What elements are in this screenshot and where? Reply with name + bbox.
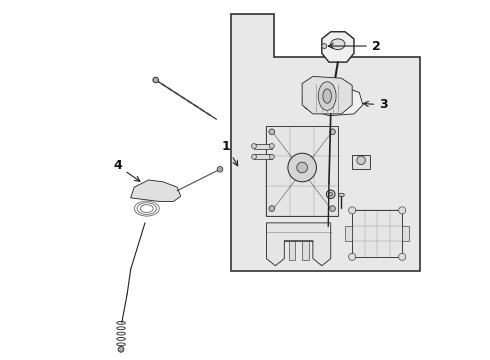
Polygon shape (302, 76, 352, 114)
Ellipse shape (270, 154, 274, 159)
Ellipse shape (318, 82, 336, 111)
Ellipse shape (323, 89, 331, 103)
Bar (402, 226, 409, 241)
Ellipse shape (326, 190, 335, 199)
Text: 4: 4 (113, 159, 140, 181)
Bar (254, 144, 272, 149)
Ellipse shape (398, 253, 406, 260)
Bar (302, 241, 309, 260)
Ellipse shape (330, 129, 335, 135)
Ellipse shape (357, 156, 366, 165)
Ellipse shape (288, 153, 317, 182)
Text: 3: 3 (363, 99, 388, 112)
Polygon shape (231, 14, 420, 271)
Ellipse shape (331, 39, 345, 50)
Polygon shape (322, 32, 354, 62)
Ellipse shape (269, 206, 275, 211)
Bar (254, 154, 272, 159)
Ellipse shape (270, 144, 274, 149)
Ellipse shape (348, 253, 356, 260)
Ellipse shape (153, 77, 159, 83)
Ellipse shape (329, 193, 333, 196)
Ellipse shape (251, 154, 256, 159)
Ellipse shape (118, 346, 124, 352)
Text: 2: 2 (328, 40, 381, 53)
Ellipse shape (297, 162, 308, 173)
Bar (267, 126, 338, 216)
Ellipse shape (330, 206, 335, 211)
Ellipse shape (269, 129, 275, 135)
Polygon shape (131, 180, 181, 202)
Ellipse shape (251, 144, 256, 149)
Polygon shape (267, 223, 331, 266)
Polygon shape (302, 80, 363, 116)
Ellipse shape (339, 193, 344, 197)
Ellipse shape (348, 207, 356, 214)
Ellipse shape (217, 166, 223, 172)
Ellipse shape (322, 44, 327, 49)
Bar (345, 226, 352, 241)
Text: 1: 1 (222, 140, 238, 166)
Bar (352, 210, 402, 257)
Ellipse shape (398, 207, 406, 214)
Bar (289, 241, 295, 260)
Bar (352, 155, 370, 169)
